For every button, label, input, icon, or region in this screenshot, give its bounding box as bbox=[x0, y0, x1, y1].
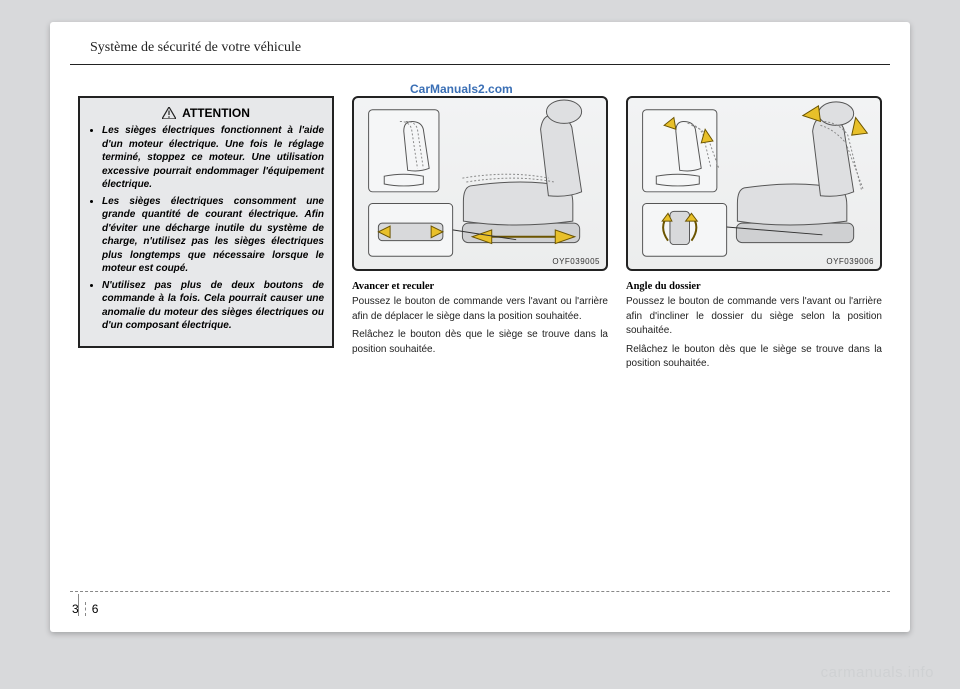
attention-heading: ATTENTION bbox=[88, 106, 324, 120]
page-number-value: 6 bbox=[92, 602, 99, 616]
figure-code: OYF039006 bbox=[826, 257, 874, 266]
attention-list: Les sièges électriques fonctionnent à l'… bbox=[88, 124, 324, 333]
attention-item: Les sièges électriques consomment une gr… bbox=[102, 195, 324, 276]
header-rule bbox=[70, 64, 890, 65]
attention-item: Les sièges électriques fonctionnent à l'… bbox=[102, 124, 324, 192]
attention-item: N'utilisez pas plus de deux boutons de c… bbox=[102, 279, 324, 333]
site-watermark: carmanuals.info bbox=[821, 664, 934, 681]
footer-dotted-rule bbox=[70, 591, 890, 592]
section-title: Avancer et reculer bbox=[352, 281, 608, 292]
page-number: 3 6 bbox=[72, 602, 98, 616]
page-header-title: Système de sécurité de votre véhicule bbox=[90, 40, 301, 56]
manual-page: Système de sécurité de votre véhicule Ca… bbox=[50, 22, 910, 632]
attention-box: ATTENTION Les sièges électriques fonctio… bbox=[78, 96, 334, 348]
figure-seat-slide: OYF039005 bbox=[352, 96, 608, 271]
figure-code: OYF039005 bbox=[552, 257, 600, 266]
paragraph: Relâchez le bouton dès que le siège se t… bbox=[352, 328, 608, 357]
column-right: OYF039006 Angle du dossier Poussez le bo… bbox=[626, 96, 882, 376]
page-number-sep bbox=[85, 602, 86, 616]
paragraph: Relâchez le bouton dès que le siège se t… bbox=[626, 343, 882, 372]
seat-recline-illustration bbox=[628, 98, 880, 269]
figure-seat-recline: OYF039006 bbox=[626, 96, 882, 271]
page-section-number: 3 bbox=[72, 602, 79, 616]
content-columns: ATTENTION Les sièges électriques fonctio… bbox=[78, 96, 882, 376]
seat-slide-illustration bbox=[354, 98, 606, 269]
paragraph: Poussez le bouton de commande vers l'ava… bbox=[352, 295, 608, 324]
watermark-top: CarManuals2.com bbox=[410, 82, 513, 96]
column-middle: OYF039005 Avancer et reculer Poussez le … bbox=[352, 96, 608, 376]
column-left: ATTENTION Les sièges électriques fonctio… bbox=[78, 96, 334, 376]
section-title: Angle du dossier bbox=[626, 281, 882, 292]
paragraph: Poussez le bouton de commande vers l'ava… bbox=[626, 295, 882, 339]
warning-icon bbox=[162, 107, 176, 119]
attention-heading-text: ATTENTION bbox=[182, 106, 250, 120]
